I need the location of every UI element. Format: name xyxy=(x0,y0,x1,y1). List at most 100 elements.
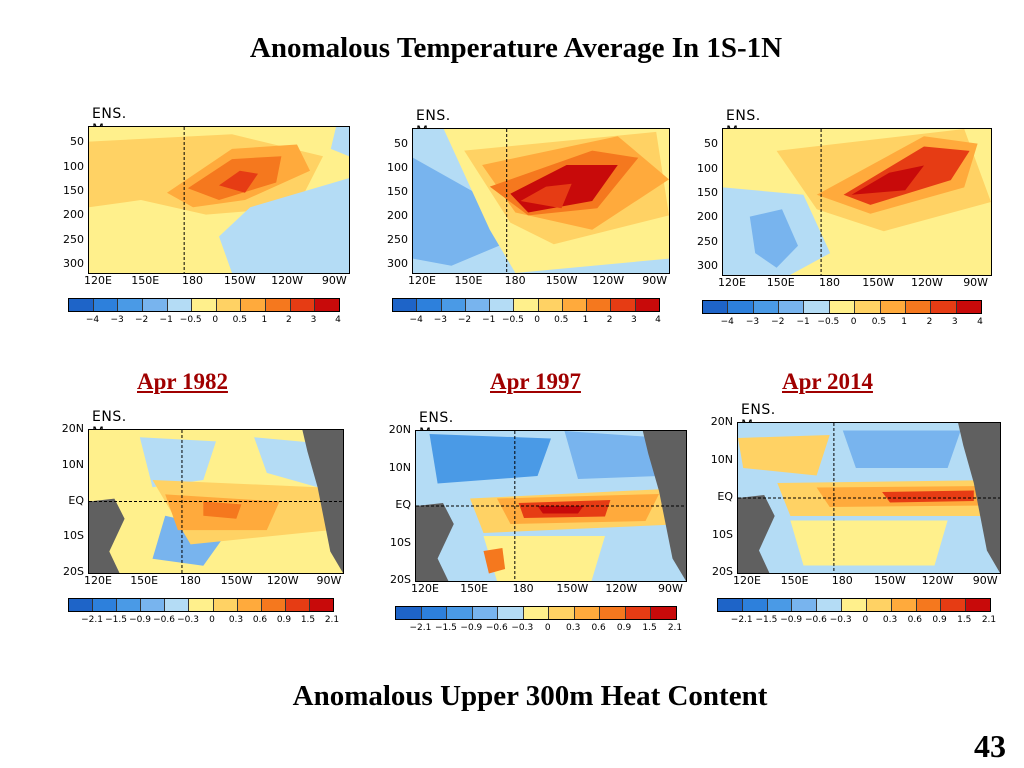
x-tick-label: 180 xyxy=(512,582,534,595)
colorbar-tick-label: 1 xyxy=(901,317,908,327)
y-tick-label: 200 xyxy=(63,208,84,222)
depth-panel-1-contour-field xyxy=(413,129,669,273)
y-tick-label: 20S xyxy=(63,565,84,578)
x-tick-label: 180 xyxy=(504,274,526,287)
colorbar-tick-label: −0.3 xyxy=(829,615,852,625)
y-tick-label: 10S xyxy=(712,527,733,541)
contour-region xyxy=(429,434,551,484)
colorbar-tick-label: −0.9 xyxy=(460,623,483,633)
colorbar-tick-label: −4 xyxy=(409,315,423,325)
heat-panel-2-colorbar-labels: −2.1 −1.5 −0.9 −0.6 −0.3 0 0.3 0.6 0.9 1.5 2.1 xyxy=(717,615,996,627)
heat-panel-0-plot xyxy=(88,429,344,574)
colorbar-swatch xyxy=(315,299,340,311)
colorbar-tick-label: 0 xyxy=(544,623,551,633)
colorbar-tick-label: 1 xyxy=(261,315,268,325)
y-tick-label: 150 xyxy=(387,185,408,198)
x-tick-label: 120E xyxy=(718,276,746,289)
contour-region xyxy=(139,437,216,488)
colorbar-tick-label: 0.5 xyxy=(232,315,247,325)
colorbar-swatch xyxy=(611,299,636,311)
colorbar-swatch xyxy=(651,607,677,619)
y-tick-label: 50 xyxy=(394,137,408,150)
slide-subtitle: Anomalous Upper 300m Heat Content xyxy=(292,680,768,712)
x-tick-label: 150W xyxy=(223,274,256,287)
colorbar-swatch xyxy=(804,301,830,313)
contour-region xyxy=(564,431,673,479)
y-tick-label: 200 xyxy=(387,209,408,222)
colorbar-swatch xyxy=(421,607,448,619)
colorbar-swatch xyxy=(447,607,473,619)
colorbar-tick-label: −2 xyxy=(457,315,472,325)
colorbar-swatch xyxy=(69,599,94,611)
contour-region xyxy=(790,520,948,566)
y-tick-label: 100 xyxy=(387,161,408,174)
colorbar-tick-label: −1 xyxy=(482,315,496,325)
colorbar-swatch xyxy=(290,299,316,311)
colorbar-swatch xyxy=(141,599,166,611)
colorbar-swatch xyxy=(587,299,612,311)
x-tick-label: 150E xyxy=(460,582,489,595)
colorbar-tick-label: 0.9 xyxy=(616,623,632,633)
x-tick-label: 120E xyxy=(408,274,436,287)
x-tick-label: 180 xyxy=(179,574,201,587)
heat-panel-0-contour-field xyxy=(89,430,343,573)
colorbar-tick-label: −2.1 xyxy=(81,615,103,625)
colorbar-tick-label: −2.1 xyxy=(409,623,432,633)
contour-region xyxy=(413,157,503,266)
contour-region xyxy=(330,127,349,157)
colorbar-swatch xyxy=(549,607,575,619)
heat-panel-1-colorbar xyxy=(395,606,677,620)
heat-panel-1-contour-field xyxy=(416,431,686,581)
date-label-1997: Apr 1997 xyxy=(490,369,581,394)
colorbar-swatch xyxy=(167,299,193,311)
y-tick-label: 10N xyxy=(61,457,84,471)
colorbar-tick-label: 4 xyxy=(335,315,341,325)
colorbar-swatch xyxy=(69,299,94,311)
colorbar-tick-label: 0 xyxy=(534,315,540,325)
colorbar-tick-label: −2 xyxy=(134,315,149,325)
y-tick-label: 10N xyxy=(710,452,733,466)
y-tick-label: 20N xyxy=(388,423,411,436)
land-mass-west xyxy=(89,498,125,573)
colorbar-swatch xyxy=(625,607,652,619)
depth-panel-2-colorbar-labels: −4 −3 −2 −1 −0.5 0 0.5 1 2 3 4 xyxy=(702,317,983,329)
heat-panel-0-colorbar xyxy=(68,598,334,612)
colorbar-tick-label: 0.3 xyxy=(566,623,581,633)
colorbar-swatch xyxy=(891,599,917,611)
colorbar-tick-label: −3 xyxy=(433,315,447,325)
colorbar-tick-label: 1.5 xyxy=(957,615,972,625)
colorbar-swatch xyxy=(441,299,466,311)
x-tick-label: 150E xyxy=(454,274,483,287)
y-tick-label: 250 xyxy=(387,233,408,246)
date-label-2014: Apr 2014 xyxy=(782,369,873,394)
x-tick-label: 90W xyxy=(963,276,989,289)
colorbar-swatch xyxy=(855,301,881,313)
colorbar-tick-label: 1 xyxy=(582,315,589,325)
colorbar-swatch xyxy=(213,599,238,611)
contour-region xyxy=(851,165,924,195)
x-tick-label: 180 xyxy=(182,274,204,287)
colorbar-swatch xyxy=(931,301,957,313)
colorbar-tick-label: 2.1 xyxy=(667,623,683,633)
y-tick-label: 20N xyxy=(710,415,733,428)
x-tick-label: 150W xyxy=(862,276,895,289)
colorbar-swatch xyxy=(465,299,491,311)
colorbar-swatch xyxy=(829,301,856,313)
depth-panel-2-plot xyxy=(722,128,992,276)
contour-region xyxy=(203,501,242,519)
colorbar-tick-label: 0.5 xyxy=(871,317,887,327)
x-tick-label: 180 xyxy=(818,276,840,289)
colorbar-tick-label: 0.3 xyxy=(882,615,898,625)
y-tick-label: 250 xyxy=(697,234,718,248)
y-tick-label: 10S xyxy=(390,535,411,549)
x-tick-label: 150E xyxy=(130,574,159,587)
colorbar-swatch xyxy=(574,607,601,619)
x-tick-label: 120W xyxy=(605,582,638,595)
colorbar-tick-label: −1.5 xyxy=(434,623,457,633)
x-tick-label: 150W xyxy=(545,274,578,287)
colorbar-swatch xyxy=(880,301,906,313)
colorbar-tick-label: 0.3 xyxy=(228,615,244,625)
colorbar-swatch xyxy=(490,299,515,311)
colorbar-tick-label: 2 xyxy=(606,315,613,325)
x-tick-label: 90W xyxy=(972,574,998,587)
